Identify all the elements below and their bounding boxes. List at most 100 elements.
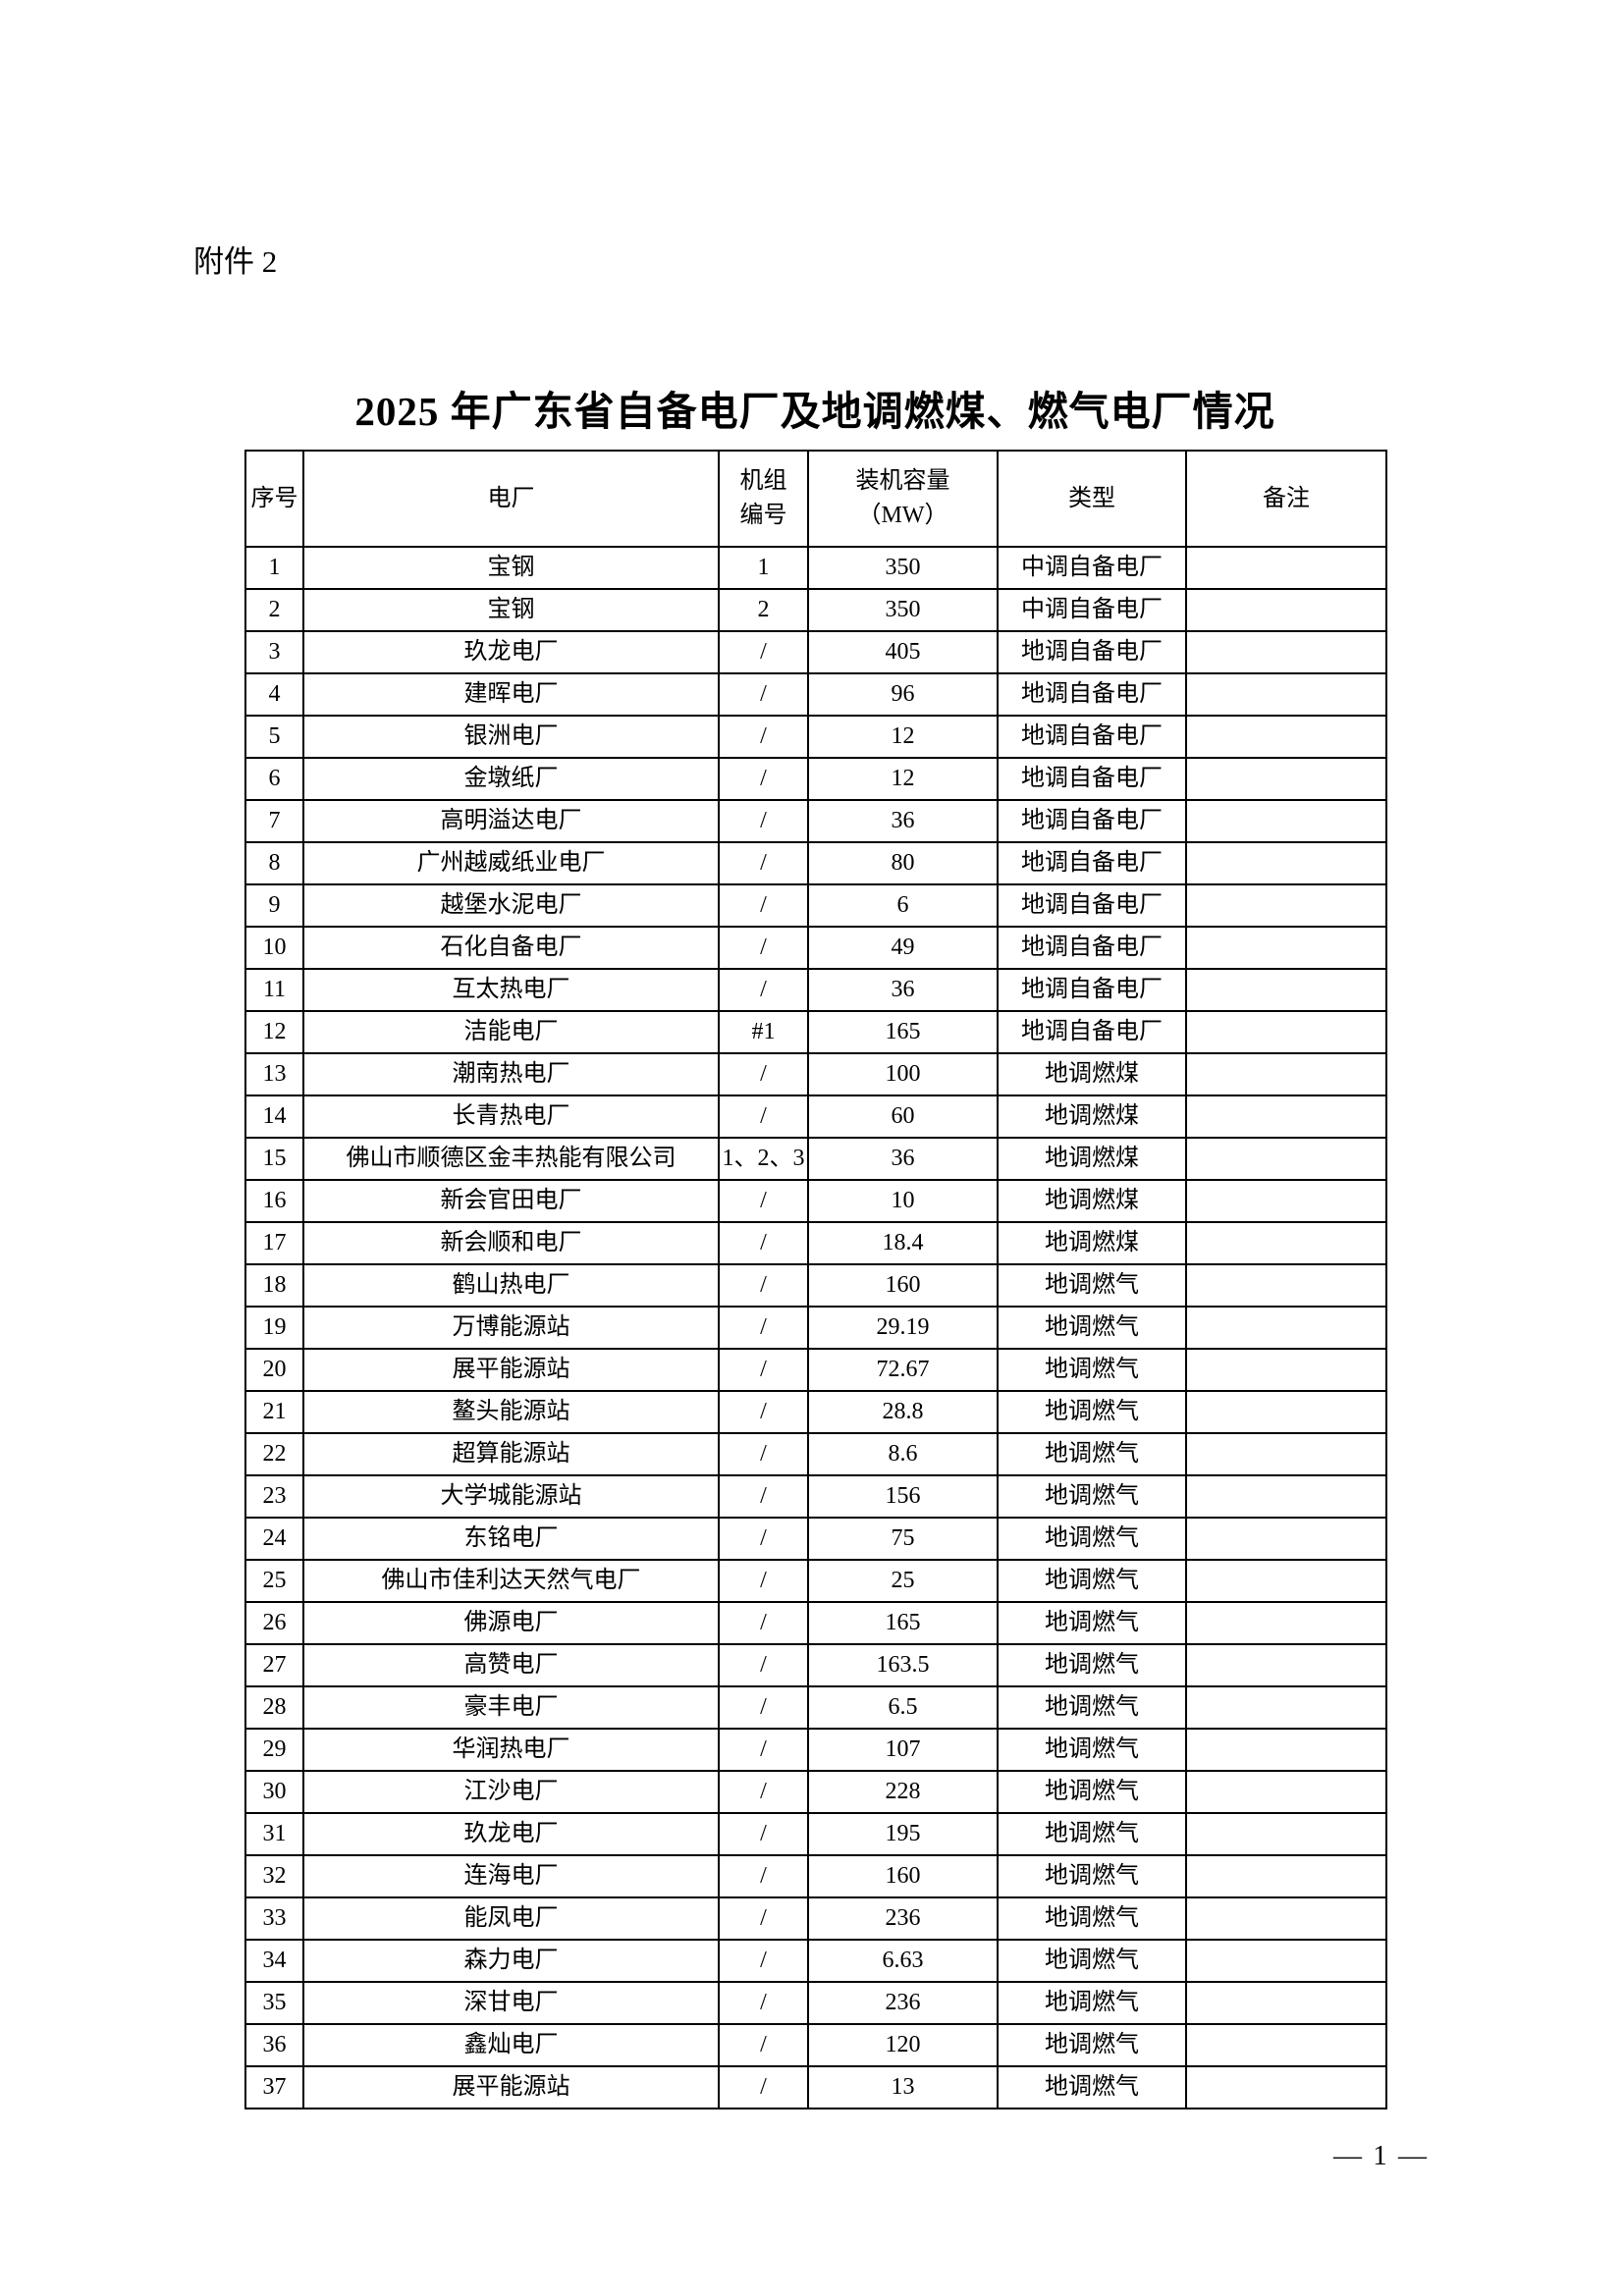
cell-remark [1185, 1221, 1387, 1265]
table-row: 31 玖龙电厂/195 地调燃气 [244, 1812, 1387, 1856]
cell-unit: / [718, 1474, 809, 1519]
cell-type: 地调燃气 [997, 1896, 1187, 1941]
cell-capacity: 6.63 [807, 1939, 999, 1983]
power-plant-table: 序号 电厂 机组 编号 装机容量 （MW） 类型 备注 1 宝钢 1 350 中调自备电厂 2 宝钢 2… [244, 450, 1387, 2109]
cell-type: 地调燃气 [997, 1263, 1187, 1308]
cell-capacity: 350 [807, 588, 999, 632]
cell-index: 11 [244, 968, 304, 1012]
cell-unit: / [718, 1095, 809, 1139]
cell-type: 地调燃气 [997, 1939, 1187, 1983]
cell-unit: / [718, 1601, 809, 1645]
cell-type: 地调燃气 [997, 1306, 1187, 1350]
cell-remark [1185, 1052, 1387, 1096]
cell-index: 25 [244, 1559, 304, 1603]
cell-index: 19 [244, 1306, 304, 1350]
cell-remark [1185, 1643, 1387, 1687]
table-row: 21 鳌头能源站/28.8 地调燃气 [244, 1390, 1387, 1434]
table-row: 10 石化自备电厂/49 地调自备电厂 [244, 926, 1387, 970]
cell-plant: 鑫灿电厂 [302, 2023, 720, 2067]
cell-unit: / [718, 1685, 809, 1730]
cell-capacity: 6 [807, 883, 999, 928]
cell-plant: 玖龙电厂 [302, 630, 720, 674]
table-row: 13 潮南热电厂/100 地调燃煤 [244, 1052, 1387, 1096]
cell-type: 地调燃气 [997, 1474, 1187, 1519]
cell-index: 28 [244, 1685, 304, 1730]
cell-remark [1185, 2023, 1387, 2067]
cell-capacity: 28.8 [807, 1390, 999, 1434]
cell-type: 地调燃气 [997, 1770, 1187, 1814]
cell-remark [1185, 1432, 1387, 1476]
cell-index: 32 [244, 1854, 304, 1898]
cell-remark [1185, 630, 1387, 674]
attachment-label: 附件 2 [193, 244, 278, 279]
cell-plant: 潮南热电厂 [302, 1052, 720, 1096]
cell-index: 16 [244, 1179, 304, 1223]
cell-plant: 东铭电厂 [302, 1517, 720, 1561]
cell-plant: 广州越威纸业电厂 [302, 841, 720, 885]
cell-unit: / [718, 1643, 809, 1687]
cell-index: 5 [244, 715, 304, 759]
cell-remark [1185, 1685, 1387, 1730]
cell-plant: 建晖电厂 [302, 672, 720, 717]
cell-unit: / [718, 1770, 809, 1814]
cell-unit: / [718, 1559, 809, 1603]
cell-unit: 2 [718, 588, 809, 632]
cell-index: 27 [244, 1643, 304, 1687]
cell-remark [1185, 1981, 1387, 2025]
page-title: 2025 年广东省自备电厂及地调燃煤、燃气电厂情况 [354, 389, 1275, 434]
cell-type: 地调燃气 [997, 1685, 1187, 1730]
cell-capacity: 163.5 [807, 1643, 999, 1687]
cell-remark [1185, 757, 1387, 801]
cell-type: 地调燃气 [997, 1601, 1187, 1645]
table-row: 7 高明溢达电厂/36 地调自备电厂 [244, 799, 1387, 843]
cell-type: 地调燃气 [997, 1981, 1187, 2025]
cell-unit: / [718, 1939, 809, 1983]
cell-type: 地调燃气 [997, 2065, 1187, 2109]
cell-remark [1185, 883, 1387, 928]
cell-plant: 深甘电厂 [302, 1981, 720, 2025]
cell-plant: 银洲电厂 [302, 715, 720, 759]
cell-plant: 互太热电厂 [302, 968, 720, 1012]
column-header-unit: 机组 编号 [718, 450, 809, 548]
cell-remark [1185, 799, 1387, 843]
cell-plant: 鹤山热电厂 [302, 1263, 720, 1308]
cell-type: 中调自备电厂 [997, 546, 1187, 590]
cell-unit: / [718, 1812, 809, 1856]
table-header-row: 序号 电厂 机组 编号 装机容量 （MW） 类型 备注 [244, 450, 1387, 548]
cell-unit: / [718, 1263, 809, 1308]
table-row: 36 鑫灿电厂/120 地调燃气 [244, 2023, 1387, 2067]
cell-plant: 石化自备电厂 [302, 926, 720, 970]
column-header-capacity: 装机容量 （MW） [807, 450, 999, 548]
column-header-type: 类型 [997, 450, 1187, 548]
cell-index: 4 [244, 672, 304, 717]
cell-plant: 金墩纸厂 [302, 757, 720, 801]
cell-capacity: 12 [807, 757, 999, 801]
cell-plant: 连海电厂 [302, 1854, 720, 1898]
cell-index: 20 [244, 1348, 304, 1392]
cell-capacity: 120 [807, 2023, 999, 2067]
cell-index: 34 [244, 1939, 304, 1983]
table-row: 37 展平能源站/13 地调燃气 [244, 2065, 1387, 2109]
cell-remark [1185, 1728, 1387, 1772]
cell-type: 地调自备电厂 [997, 715, 1187, 759]
cell-remark [1185, 926, 1387, 970]
cell-capacity: 60 [807, 1095, 999, 1139]
table-row: 30 江沙电厂/228 地调燃气 [244, 1770, 1387, 1814]
cell-unit: / [718, 841, 809, 885]
table-row: 8 广州越威纸业电厂/80 地调自备电厂 [244, 841, 1387, 885]
cell-type: 地调燃煤 [997, 1221, 1187, 1265]
cell-unit: / [718, 1517, 809, 1561]
cell-plant: 高赞电厂 [302, 1643, 720, 1687]
cell-capacity: 236 [807, 1896, 999, 1941]
cell-index: 15 [244, 1137, 304, 1181]
cell-plant: 新会顺和电厂 [302, 1221, 720, 1265]
cell-remark [1185, 1010, 1387, 1054]
table-row: 5 银洲电厂/12 地调自备电厂 [244, 715, 1387, 759]
cell-unit: / [718, 1390, 809, 1434]
cell-unit: / [718, 1179, 809, 1223]
cell-capacity: 18.4 [807, 1221, 999, 1265]
cell-remark [1185, 1179, 1387, 1223]
cell-type: 地调燃气 [997, 1390, 1187, 1434]
cell-capacity: 195 [807, 1812, 999, 1856]
